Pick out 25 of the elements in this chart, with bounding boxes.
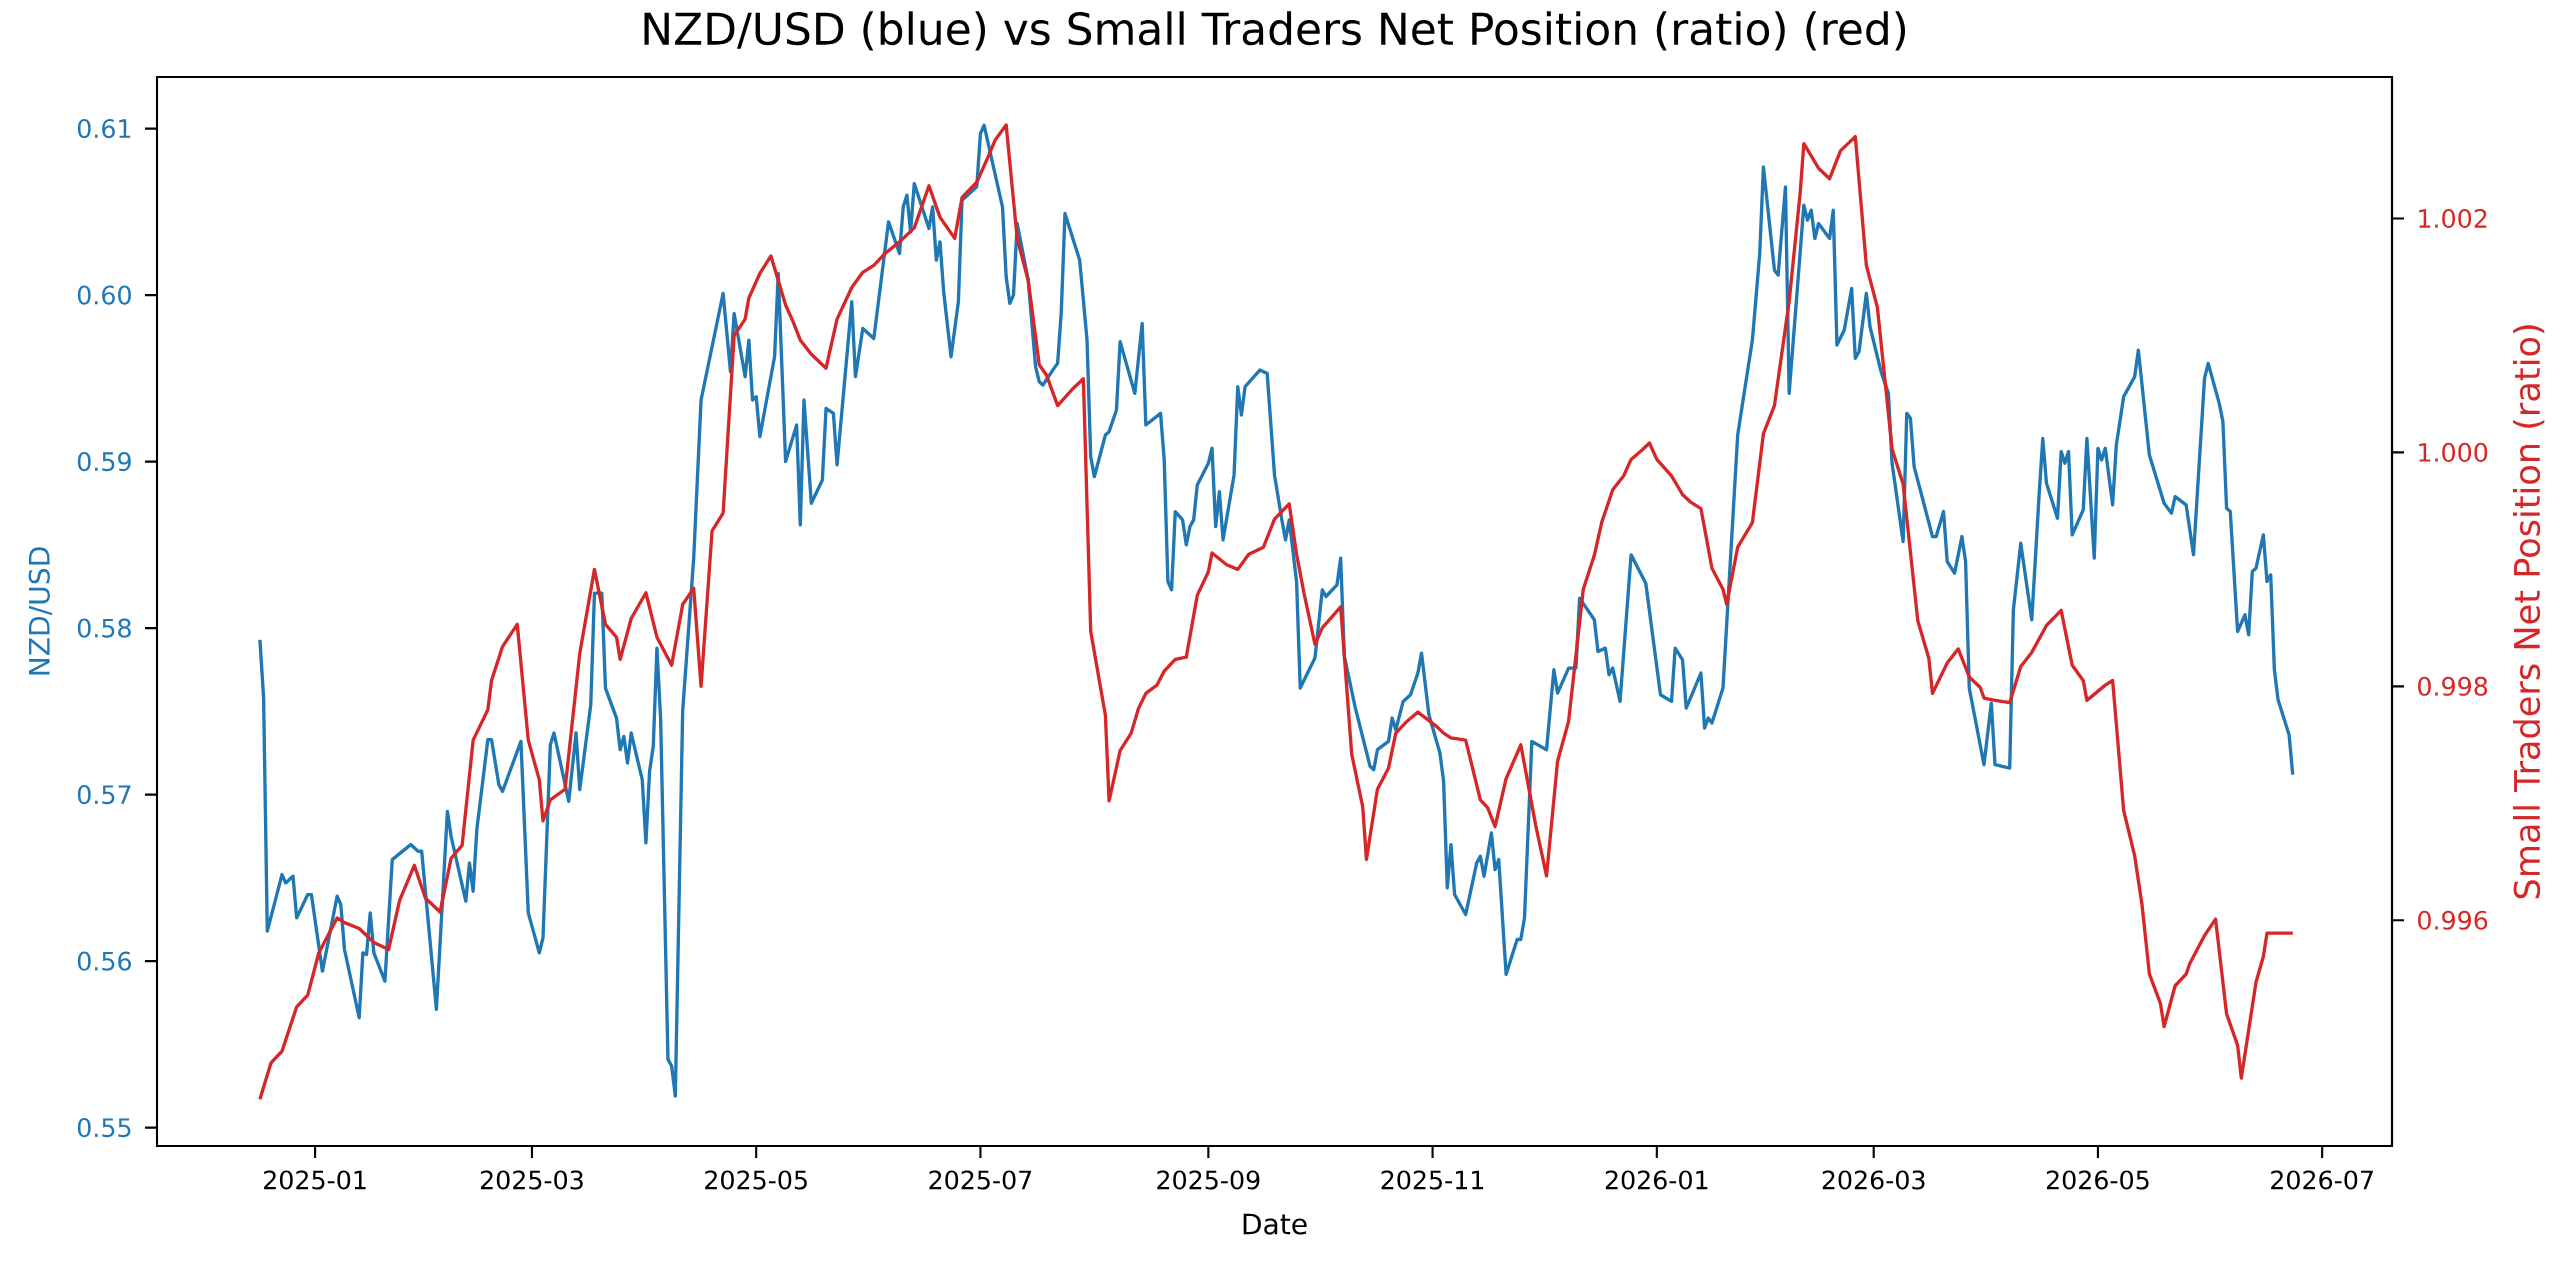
- y-tick-label: 0.58: [77, 618, 131, 638]
- x-tick-label: 2026-07: [2271, 1170, 2373, 1190]
- y-tick-label: 0.57: [77, 785, 131, 805]
- x-tick-label: 2026-01: [1605, 1170, 1708, 1190]
- x-tick-label: 2025-07: [929, 1170, 1032, 1190]
- y-tick-label: 0.55: [77, 1118, 131, 1138]
- y2-tick-label: 1.002: [2419, 208, 2487, 229]
- x-tick-label: 2025-05: [705, 1170, 807, 1190]
- x-tick-label: 2025-01: [264, 1170, 366, 1190]
- y2-tick-label: 0.996: [2418, 910, 2488, 930]
- x-axis-title: Date: [1243, 1213, 1307, 1235]
- y-tick-label: 0.56: [77, 951, 131, 971]
- y2-axis-title: Small Traders Net Position (ratio): [2512, 325, 2545, 899]
- x-tick-label: 2025-11: [1381, 1170, 1484, 1190]
- chart-title: NZD/USD (blue) vs Small Traders Net Position (ratio) (red): [644, 11, 1906, 51]
- y2-tick-label: 0.998: [2418, 676, 2488, 696]
- y-tick-label: 0.59: [77, 452, 131, 472]
- y2-tick-label: 1.000: [2419, 442, 2488, 462]
- y-tick-label: 0.61: [77, 119, 131, 139]
- x-tick-label: 2025-03: [480, 1170, 583, 1190]
- x-tick-label: 2025-09: [1157, 1170, 1260, 1190]
- x-tick-label: 2026-03: [1822, 1170, 1925, 1190]
- y-tick-label: 0.60: [77, 285, 131, 305]
- x-tick-label: 2026-05: [2046, 1170, 2149, 1190]
- y-axis-title: NZD/USD: [28, 547, 53, 675]
